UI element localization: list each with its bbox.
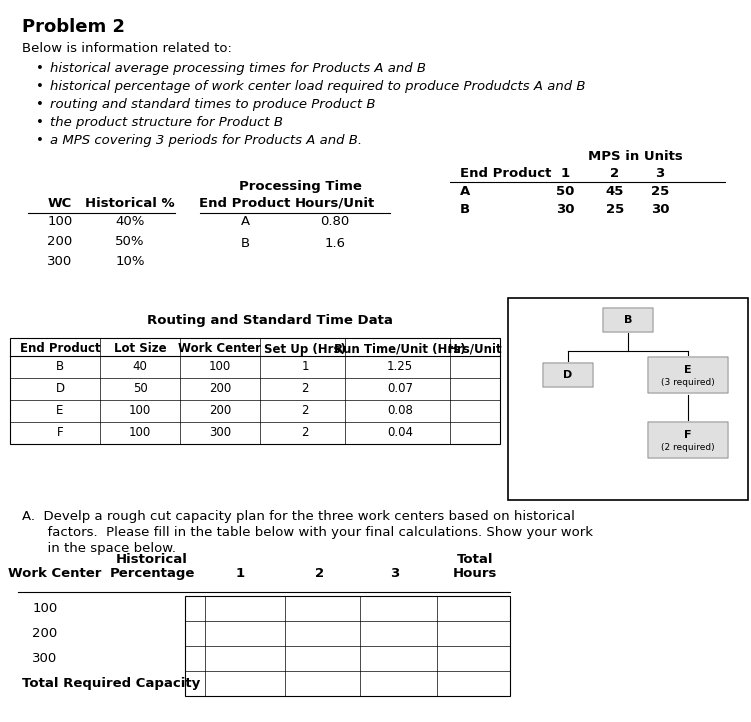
Text: historical average processing times for Products A and B: historical average processing times for …: [50, 62, 426, 75]
Text: 3: 3: [656, 167, 665, 180]
Text: 30: 30: [651, 203, 669, 216]
Bar: [508, 298, 748, 500]
Text: 50: 50: [133, 383, 147, 396]
Text: 1: 1: [560, 167, 569, 180]
Text: 10%: 10%: [115, 255, 145, 268]
Text: A: A: [240, 215, 249, 228]
Text: 3: 3: [391, 567, 400, 580]
Text: 0.08: 0.08: [387, 404, 413, 417]
Text: 50: 50: [556, 185, 575, 198]
Text: •: •: [36, 134, 44, 147]
Text: the product structure for Product B: the product structure for Product B: [50, 116, 283, 129]
Text: 1: 1: [235, 567, 245, 580]
Text: 300: 300: [47, 255, 73, 268]
Bar: [185, 596, 510, 696]
Text: a MPS covering 3 periods for Products A and B.: a MPS covering 3 periods for Products A …: [50, 134, 362, 147]
Text: MPS in Units: MPS in Units: [587, 150, 683, 163]
Text: A.  Develp a rough cut capacity plan for the three work centers based on histori: A. Develp a rough cut capacity plan for …: [22, 510, 575, 523]
Text: F: F: [684, 430, 692, 440]
Text: E: E: [56, 404, 64, 417]
Text: WC: WC: [48, 197, 72, 210]
Text: A: A: [460, 185, 470, 198]
Text: 100: 100: [129, 404, 151, 417]
FancyBboxPatch shape: [603, 308, 653, 332]
Text: 200: 200: [32, 627, 58, 640]
Text: •: •: [36, 80, 44, 93]
Text: 1.6: 1.6: [324, 237, 345, 250]
Text: 100: 100: [209, 360, 231, 373]
Text: 200: 200: [209, 383, 231, 396]
Text: Hours: Hours: [453, 567, 497, 580]
Text: End Product: End Product: [460, 167, 551, 180]
Text: 25: 25: [651, 185, 669, 198]
Text: in the space below.: in the space below.: [22, 542, 176, 555]
Text: 100: 100: [129, 427, 151, 440]
Text: Below is information related to:: Below is information related to:: [22, 42, 232, 55]
Text: 0.80: 0.80: [321, 215, 350, 228]
FancyBboxPatch shape: [543, 363, 593, 387]
Text: Hours/Unit: Hours/Unit: [295, 197, 376, 210]
Text: 1: 1: [301, 360, 309, 373]
Text: 45: 45: [606, 185, 624, 198]
Text: 2: 2: [301, 404, 309, 417]
Text: Hrs/Unit: Hrs/Unit: [448, 342, 502, 355]
Text: Run Time/Unit (Hrs): Run Time/Unit (Hrs): [334, 342, 466, 355]
Text: B: B: [460, 203, 470, 216]
Text: 0.07: 0.07: [387, 383, 413, 396]
Text: B: B: [56, 360, 64, 373]
Text: Work Center: Work Center: [179, 342, 261, 355]
Text: Problem 2: Problem 2: [22, 18, 125, 36]
Text: 100: 100: [32, 602, 58, 615]
Text: B: B: [240, 237, 249, 250]
Text: E: E: [684, 365, 692, 375]
Text: D: D: [56, 383, 65, 396]
Text: 200: 200: [209, 404, 231, 417]
Text: 1.25: 1.25: [387, 360, 413, 373]
Text: Percentage: Percentage: [110, 567, 195, 580]
FancyBboxPatch shape: [648, 422, 728, 458]
Text: •: •: [36, 116, 44, 129]
Text: F: F: [56, 427, 63, 440]
Text: Processing Time: Processing Time: [239, 180, 361, 193]
Text: 40%: 40%: [116, 215, 145, 228]
Text: End Product: End Product: [20, 342, 101, 355]
Text: •: •: [36, 98, 44, 111]
Text: 40: 40: [133, 360, 147, 373]
Text: 100: 100: [47, 215, 73, 228]
Text: 2: 2: [301, 427, 309, 440]
Text: D: D: [563, 370, 572, 380]
Text: Lot Size: Lot Size: [113, 342, 166, 355]
Text: Routing and Standard Time Data: Routing and Standard Time Data: [147, 314, 393, 327]
Text: Historical %: Historical %: [85, 197, 175, 210]
Text: factors.  Please fill in the table below with your final calculations. Show your: factors. Please fill in the table below …: [22, 526, 593, 539]
Text: historical percentage of work center load required to produce Produdcts A and B: historical percentage of work center loa…: [50, 80, 586, 93]
Text: 2: 2: [301, 383, 309, 396]
Text: Total Required Capacity: Total Required Capacity: [22, 677, 201, 690]
Text: End Product: End Product: [199, 197, 291, 210]
Text: 200: 200: [47, 235, 73, 248]
Text: 300: 300: [32, 652, 58, 665]
Text: 50%: 50%: [115, 235, 145, 248]
Text: B: B: [624, 315, 632, 325]
Text: Set Up (Hrs): Set Up (Hrs): [264, 342, 346, 355]
Text: 0.04: 0.04: [387, 427, 413, 440]
Text: 30: 30: [556, 203, 575, 216]
Text: (2 required): (2 required): [661, 443, 715, 452]
Text: Historical: Historical: [116, 553, 188, 566]
Text: •: •: [36, 62, 44, 75]
FancyBboxPatch shape: [648, 357, 728, 393]
Text: 300: 300: [209, 427, 231, 440]
Text: (3 required): (3 required): [661, 378, 715, 387]
Text: 25: 25: [606, 203, 624, 216]
Bar: [10, 338, 500, 444]
Text: Total: Total: [457, 553, 493, 566]
Text: routing and standard times to produce Product B: routing and standard times to produce Pr…: [50, 98, 376, 111]
Text: Work Center: Work Center: [8, 567, 101, 580]
Text: 2: 2: [611, 167, 620, 180]
Text: 2: 2: [315, 567, 324, 580]
